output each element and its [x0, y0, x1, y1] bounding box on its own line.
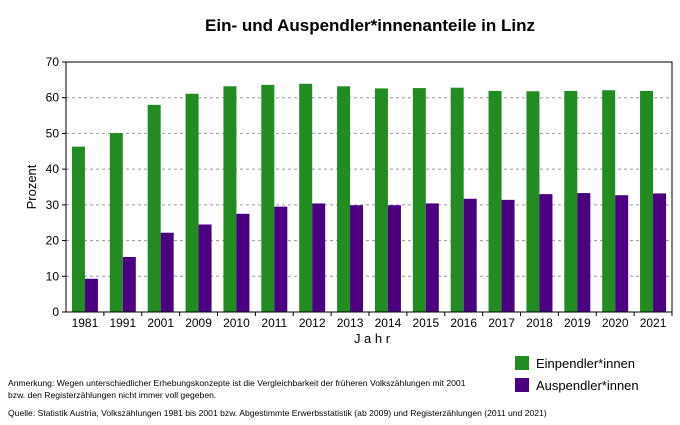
- x-tick-label: 2021: [640, 316, 667, 330]
- bar-auspendler: [615, 195, 629, 312]
- y-axis-title: Prozent: [24, 164, 39, 209]
- legend-label-einpendler: Einpendler*innen: [536, 355, 636, 371]
- x-tick-label: 2011: [261, 316, 287, 330]
- bar-auspendler: [653, 193, 667, 312]
- bar-auspendler: [122, 257, 136, 312]
- tick-layer: 0 10 20 30 40 50 60 70 1981 1991 2001 2009 2010 2011 2…: [46, 55, 673, 330]
- y-tick-label: 70: [46, 55, 60, 69]
- x-tick-label: 2019: [564, 316, 591, 330]
- x-axis-title: J a h r: [354, 331, 391, 346]
- x-tick-label: 2013: [337, 316, 364, 330]
- x-tick-label: 1981: [72, 316, 99, 330]
- y-tick-label: 40: [46, 162, 60, 176]
- bar-layer: [71, 83, 667, 313]
- y-tick-label: 60: [46, 91, 60, 105]
- x-tick-label: 2001: [147, 316, 174, 330]
- legend: Einpendler*innen Auspendler*innen: [515, 352, 639, 396]
- legend-item-einpendler: Einpendler*innen: [515, 352, 639, 374]
- bar-einpendler: [488, 90, 502, 312]
- y-tick-label: 20: [46, 234, 60, 248]
- bar-einpendler: [412, 88, 426, 312]
- bar-einpendler: [564, 90, 578, 312]
- x-tick-label: 2015: [412, 316, 439, 330]
- bar-einpendler: [640, 90, 654, 312]
- footnote-source: Quelle: Statistik Austria, Volkszählunge…: [8, 408, 547, 418]
- legend-item-auspendler: Auspendler*innen: [515, 374, 639, 396]
- bar-einpendler: [299, 83, 313, 313]
- bar-einpendler: [223, 86, 237, 313]
- bar-einpendler: [71, 146, 85, 312]
- bar-auspendler: [312, 203, 326, 312]
- bar-einpendler: [261, 84, 275, 312]
- bar-einpendler: [185, 93, 199, 313]
- footnote-remark: Anmerkung: Wegen unterschiedlicher Erheb…: [8, 378, 466, 400]
- bar-einpendler: [109, 133, 123, 312]
- x-tick-label: 2017: [488, 316, 515, 330]
- bar-auspendler: [539, 194, 553, 312]
- bar-einpendler: [526, 91, 540, 313]
- bar-auspendler: [350, 205, 364, 312]
- bar-auspendler: [160, 232, 174, 312]
- chart-title: Ein- und Auspendler*innenanteile in Linz: [205, 16, 535, 35]
- bar-einpendler: [450, 87, 464, 312]
- legend-swatch-auspendler: [515, 378, 529, 392]
- y-tick-label: 30: [46, 198, 60, 212]
- bar-auspendler: [84, 278, 98, 312]
- y-tick-label: 0: [52, 305, 59, 319]
- x-tick-label: 1991: [109, 316, 136, 330]
- x-tick-label: 2010: [223, 316, 250, 330]
- bar-auspendler: [425, 203, 439, 312]
- bar-auspendler: [236, 213, 250, 312]
- y-tick-label: 50: [46, 126, 60, 140]
- bar-einpendler: [147, 104, 161, 312]
- legend-label-auspendler: Auspendler*innen: [536, 377, 639, 393]
- x-tick-label: 2014: [375, 316, 402, 330]
- bar-auspendler: [274, 206, 288, 312]
- bar-auspendler: [463, 198, 477, 312]
- bar-einpendler: [337, 86, 351, 313]
- x-tick-label: 2020: [602, 316, 629, 330]
- y-tick-label: 10: [46, 269, 60, 283]
- bar-auspendler: [501, 199, 515, 312]
- bar-auspendler: [387, 205, 401, 312]
- bar-einpendler: [602, 90, 616, 312]
- x-tick-label: 2018: [526, 316, 553, 330]
- x-tick-label: 2016: [450, 316, 477, 330]
- bar-einpendler: [374, 88, 388, 312]
- x-tick-label: 2009: [185, 316, 212, 330]
- legend-swatch-einpendler: [515, 356, 529, 370]
- bar-auspendler: [198, 224, 212, 312]
- x-tick-label: 2012: [299, 316, 326, 330]
- bar-auspendler: [577, 193, 591, 312]
